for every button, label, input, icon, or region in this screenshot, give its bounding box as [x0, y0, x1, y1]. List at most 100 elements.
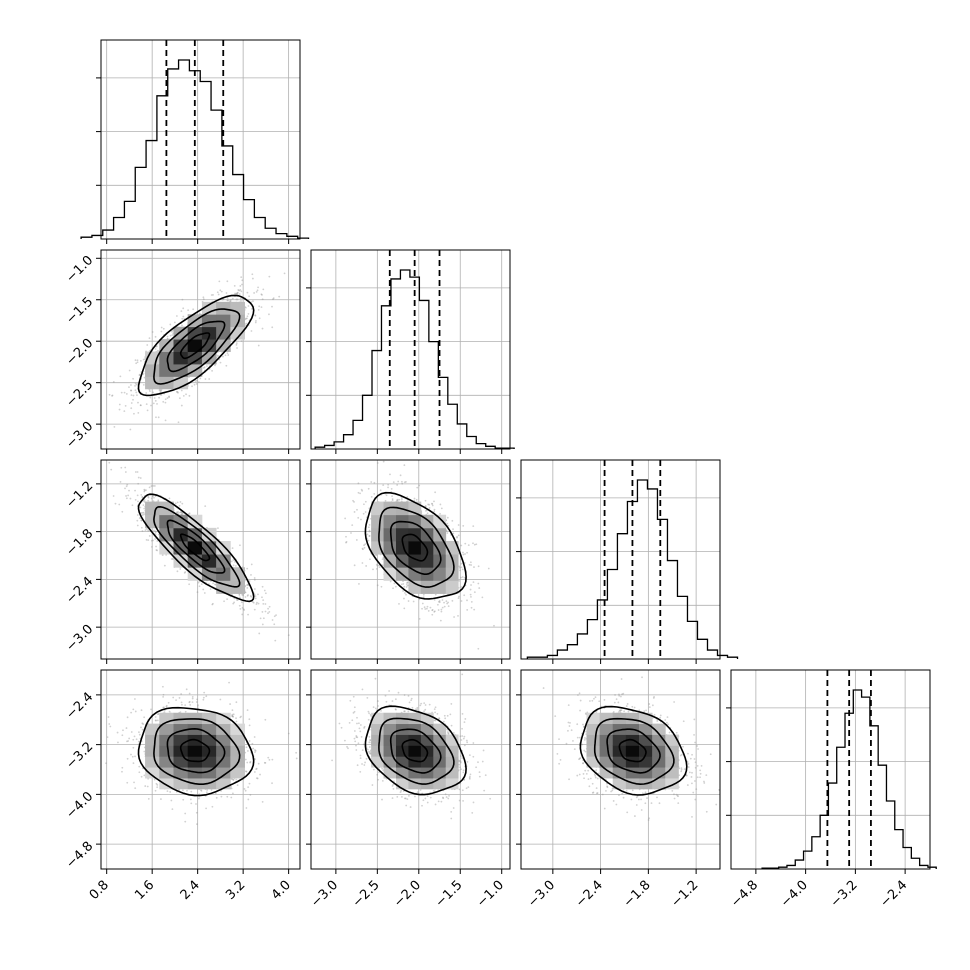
density-cell	[201, 314, 217, 328]
panel-1-1	[306, 249, 515, 454]
sample-point	[376, 462, 379, 464]
sample-point	[211, 369, 213, 372]
sample-point	[418, 617, 421, 620]
sample-point	[140, 512, 143, 514]
sample-point	[159, 389, 162, 392]
sample-point	[212, 582, 215, 585]
sample-point	[206, 365, 208, 367]
sample-point	[428, 507, 431, 509]
sample-point	[198, 381, 200, 383]
sample-point	[373, 481, 376, 484]
sample-point	[164, 398, 167, 401]
sample-point	[153, 397, 156, 399]
sample-point	[176, 511, 179, 514]
sample-point	[250, 595, 253, 598]
sample-point	[157, 416, 160, 419]
sample-point	[283, 272, 286, 275]
contour-0	[401, 533, 429, 562]
contour-2	[153, 505, 241, 588]
sample-point	[493, 624, 495, 627]
sample-point	[391, 499, 394, 502]
sample-point	[211, 603, 214, 606]
sample-point	[257, 593, 259, 596]
panel-frame	[100, 39, 301, 240]
sample-point	[137, 482, 140, 485]
sample-point	[134, 698, 136, 700]
sample-point	[363, 544, 365, 547]
sample-point	[370, 481, 373, 483]
sample-point	[210, 789, 213, 791]
density-cell	[173, 554, 189, 568]
sample-point	[124, 487, 126, 490]
sample-point	[295, 751, 298, 754]
sample-point	[137, 401, 139, 404]
sample-point	[396, 484, 399, 486]
sample-point	[473, 591, 476, 594]
sample-point	[438, 600, 441, 602]
sample-point	[188, 512, 191, 515]
sample-point	[405, 586, 408, 588]
sample-point	[360, 488, 363, 491]
sample-point	[214, 583, 216, 586]
sample-point	[126, 740, 128, 743]
sample-point	[131, 504, 134, 507]
sample-point	[141, 496, 144, 498]
sample-point	[261, 596, 263, 599]
sample-point	[367, 526, 370, 529]
sample-point	[120, 466, 123, 469]
sample-point	[183, 571, 186, 574]
sample-point	[447, 524, 450, 527]
sample-point	[431, 609, 434, 612]
sample-point	[152, 485, 155, 487]
sample-point	[236, 784, 239, 787]
sample-point	[159, 391, 162, 393]
sample-point	[445, 600, 448, 603]
sample-point	[392, 587, 394, 590]
sample-point	[406, 581, 409, 584]
sample-point	[251, 277, 254, 280]
sample-point	[147, 539, 150, 542]
sample-point	[440, 608, 443, 611]
sample-point	[427, 610, 430, 612]
sample-point	[224, 354, 227, 357]
sample-point	[168, 497, 171, 500]
sample-point	[353, 501, 355, 503]
sample-point	[447, 605, 450, 608]
sample-point	[431, 609, 434, 611]
sample-point	[135, 383, 138, 386]
sample-point	[175, 315, 178, 317]
sample-point	[225, 292, 228, 294]
sample-point	[187, 309, 190, 312]
sample-point	[258, 632, 261, 635]
sample-point	[154, 348, 157, 350]
sample-point	[268, 275, 271, 278]
sample-point	[234, 292, 236, 295]
sample-point	[117, 741, 119, 744]
sample-point	[359, 492, 361, 495]
sample-point	[443, 601, 445, 604]
sample-point	[403, 481, 406, 484]
sample-point	[175, 390, 178, 393]
sample-point	[394, 585, 397, 588]
sample-point	[401, 482, 404, 485]
sample-point	[177, 421, 180, 424]
sample-point	[150, 404, 152, 407]
sample-point	[145, 403, 148, 406]
sample-point	[429, 606, 432, 609]
sample-point	[204, 505, 207, 508]
sample-point	[138, 517, 141, 519]
sample-point	[144, 529, 147, 532]
sample-point	[134, 359, 137, 362]
sample-point	[264, 603, 267, 605]
density-cell	[145, 364, 160, 377]
sample-point	[152, 391, 155, 394]
sample-point	[175, 511, 178, 514]
sample-point	[268, 610, 271, 613]
sample-point	[264, 610, 267, 613]
sample-point	[145, 538, 148, 541]
density-cell	[408, 540, 422, 555]
density-cell	[408, 567, 422, 581]
sample-point	[398, 498, 401, 501]
sample-point	[457, 524, 460, 526]
sample-point	[404, 592, 406, 594]
